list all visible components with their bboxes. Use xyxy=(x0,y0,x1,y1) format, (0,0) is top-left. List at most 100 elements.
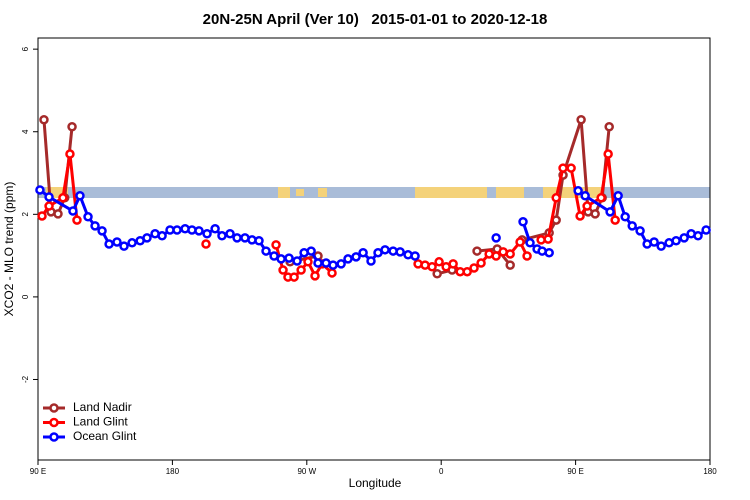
point xyxy=(582,201,592,211)
point xyxy=(83,212,93,222)
point xyxy=(635,226,645,236)
point xyxy=(432,269,442,279)
point xyxy=(210,224,220,234)
x-axis-label: Longitude xyxy=(349,476,402,490)
y-tick-label: 2 xyxy=(21,212,30,217)
chart-title: 20N-25N April (Ver 10) 2015-01-01 to 202… xyxy=(203,11,548,28)
point xyxy=(284,253,294,263)
point xyxy=(395,247,405,257)
point xyxy=(104,239,114,249)
point xyxy=(476,258,486,268)
point xyxy=(566,163,576,173)
point xyxy=(551,193,561,203)
legend-marker xyxy=(49,403,59,413)
point xyxy=(303,257,313,267)
y-axis-label: XCO2 - MLO trend (ppm) xyxy=(2,182,16,317)
point xyxy=(58,193,68,203)
point xyxy=(310,271,320,281)
point xyxy=(217,231,227,241)
point xyxy=(112,237,122,247)
point xyxy=(225,228,235,239)
point xyxy=(576,115,586,125)
point xyxy=(336,259,346,269)
point xyxy=(306,246,316,256)
point xyxy=(427,262,437,272)
point xyxy=(119,241,129,251)
point xyxy=(522,251,532,261)
point xyxy=(410,251,420,261)
point xyxy=(469,263,479,273)
point xyxy=(656,241,666,251)
point xyxy=(679,233,689,243)
y-tick-label: 0 xyxy=(21,294,30,299)
point xyxy=(276,254,286,264)
point xyxy=(44,201,54,211)
point xyxy=(358,247,368,258)
legend-marker xyxy=(49,432,59,442)
point xyxy=(605,207,615,217)
point xyxy=(505,260,515,270)
point xyxy=(75,190,85,201)
point xyxy=(271,240,281,250)
point xyxy=(649,237,659,247)
point xyxy=(558,163,568,173)
point xyxy=(518,216,528,227)
point xyxy=(67,122,77,132)
point xyxy=(596,193,606,203)
point xyxy=(37,211,47,221)
point xyxy=(701,225,711,235)
legend-label: Land Nadir xyxy=(73,400,132,414)
point xyxy=(194,226,204,236)
point xyxy=(573,186,583,196)
point xyxy=(97,226,107,236)
point xyxy=(65,149,75,159)
point xyxy=(472,246,482,256)
point xyxy=(544,247,554,258)
x-tick-label: 90 E xyxy=(30,467,46,476)
x-tick-label: 90 E xyxy=(567,467,583,476)
point xyxy=(351,252,361,262)
point xyxy=(491,251,501,261)
y-tick-label: -2 xyxy=(21,375,30,383)
point xyxy=(90,221,100,231)
point xyxy=(610,215,620,225)
point xyxy=(366,256,376,266)
plot-frame xyxy=(37,37,711,461)
point xyxy=(201,239,211,249)
point xyxy=(505,249,515,259)
point xyxy=(590,209,600,219)
point xyxy=(296,265,306,275)
x-tick-label: 180 xyxy=(703,467,717,476)
point xyxy=(448,259,458,269)
point xyxy=(39,115,49,125)
point xyxy=(620,212,630,222)
point xyxy=(172,225,182,235)
point xyxy=(525,238,535,248)
y-tick-label: 4 xyxy=(21,129,30,134)
land-mask-strip xyxy=(38,187,710,198)
point xyxy=(254,235,264,246)
point xyxy=(515,237,525,247)
point xyxy=(604,122,614,132)
point xyxy=(328,260,338,270)
point xyxy=(380,245,390,255)
point xyxy=(434,257,444,267)
point xyxy=(278,265,288,275)
point xyxy=(491,233,501,243)
y-tick-label: 6 xyxy=(21,46,30,51)
point xyxy=(543,234,553,244)
point xyxy=(53,209,63,219)
point xyxy=(292,256,302,266)
point xyxy=(575,211,585,221)
legend-label: Ocean Glint xyxy=(73,429,137,443)
point xyxy=(343,254,353,264)
point xyxy=(671,235,681,246)
legend-marker xyxy=(49,417,59,428)
point xyxy=(627,221,637,231)
point xyxy=(261,246,271,256)
point xyxy=(157,231,167,241)
point xyxy=(327,268,337,278)
x-tick-label: 0 xyxy=(439,467,444,476)
point xyxy=(462,266,472,277)
